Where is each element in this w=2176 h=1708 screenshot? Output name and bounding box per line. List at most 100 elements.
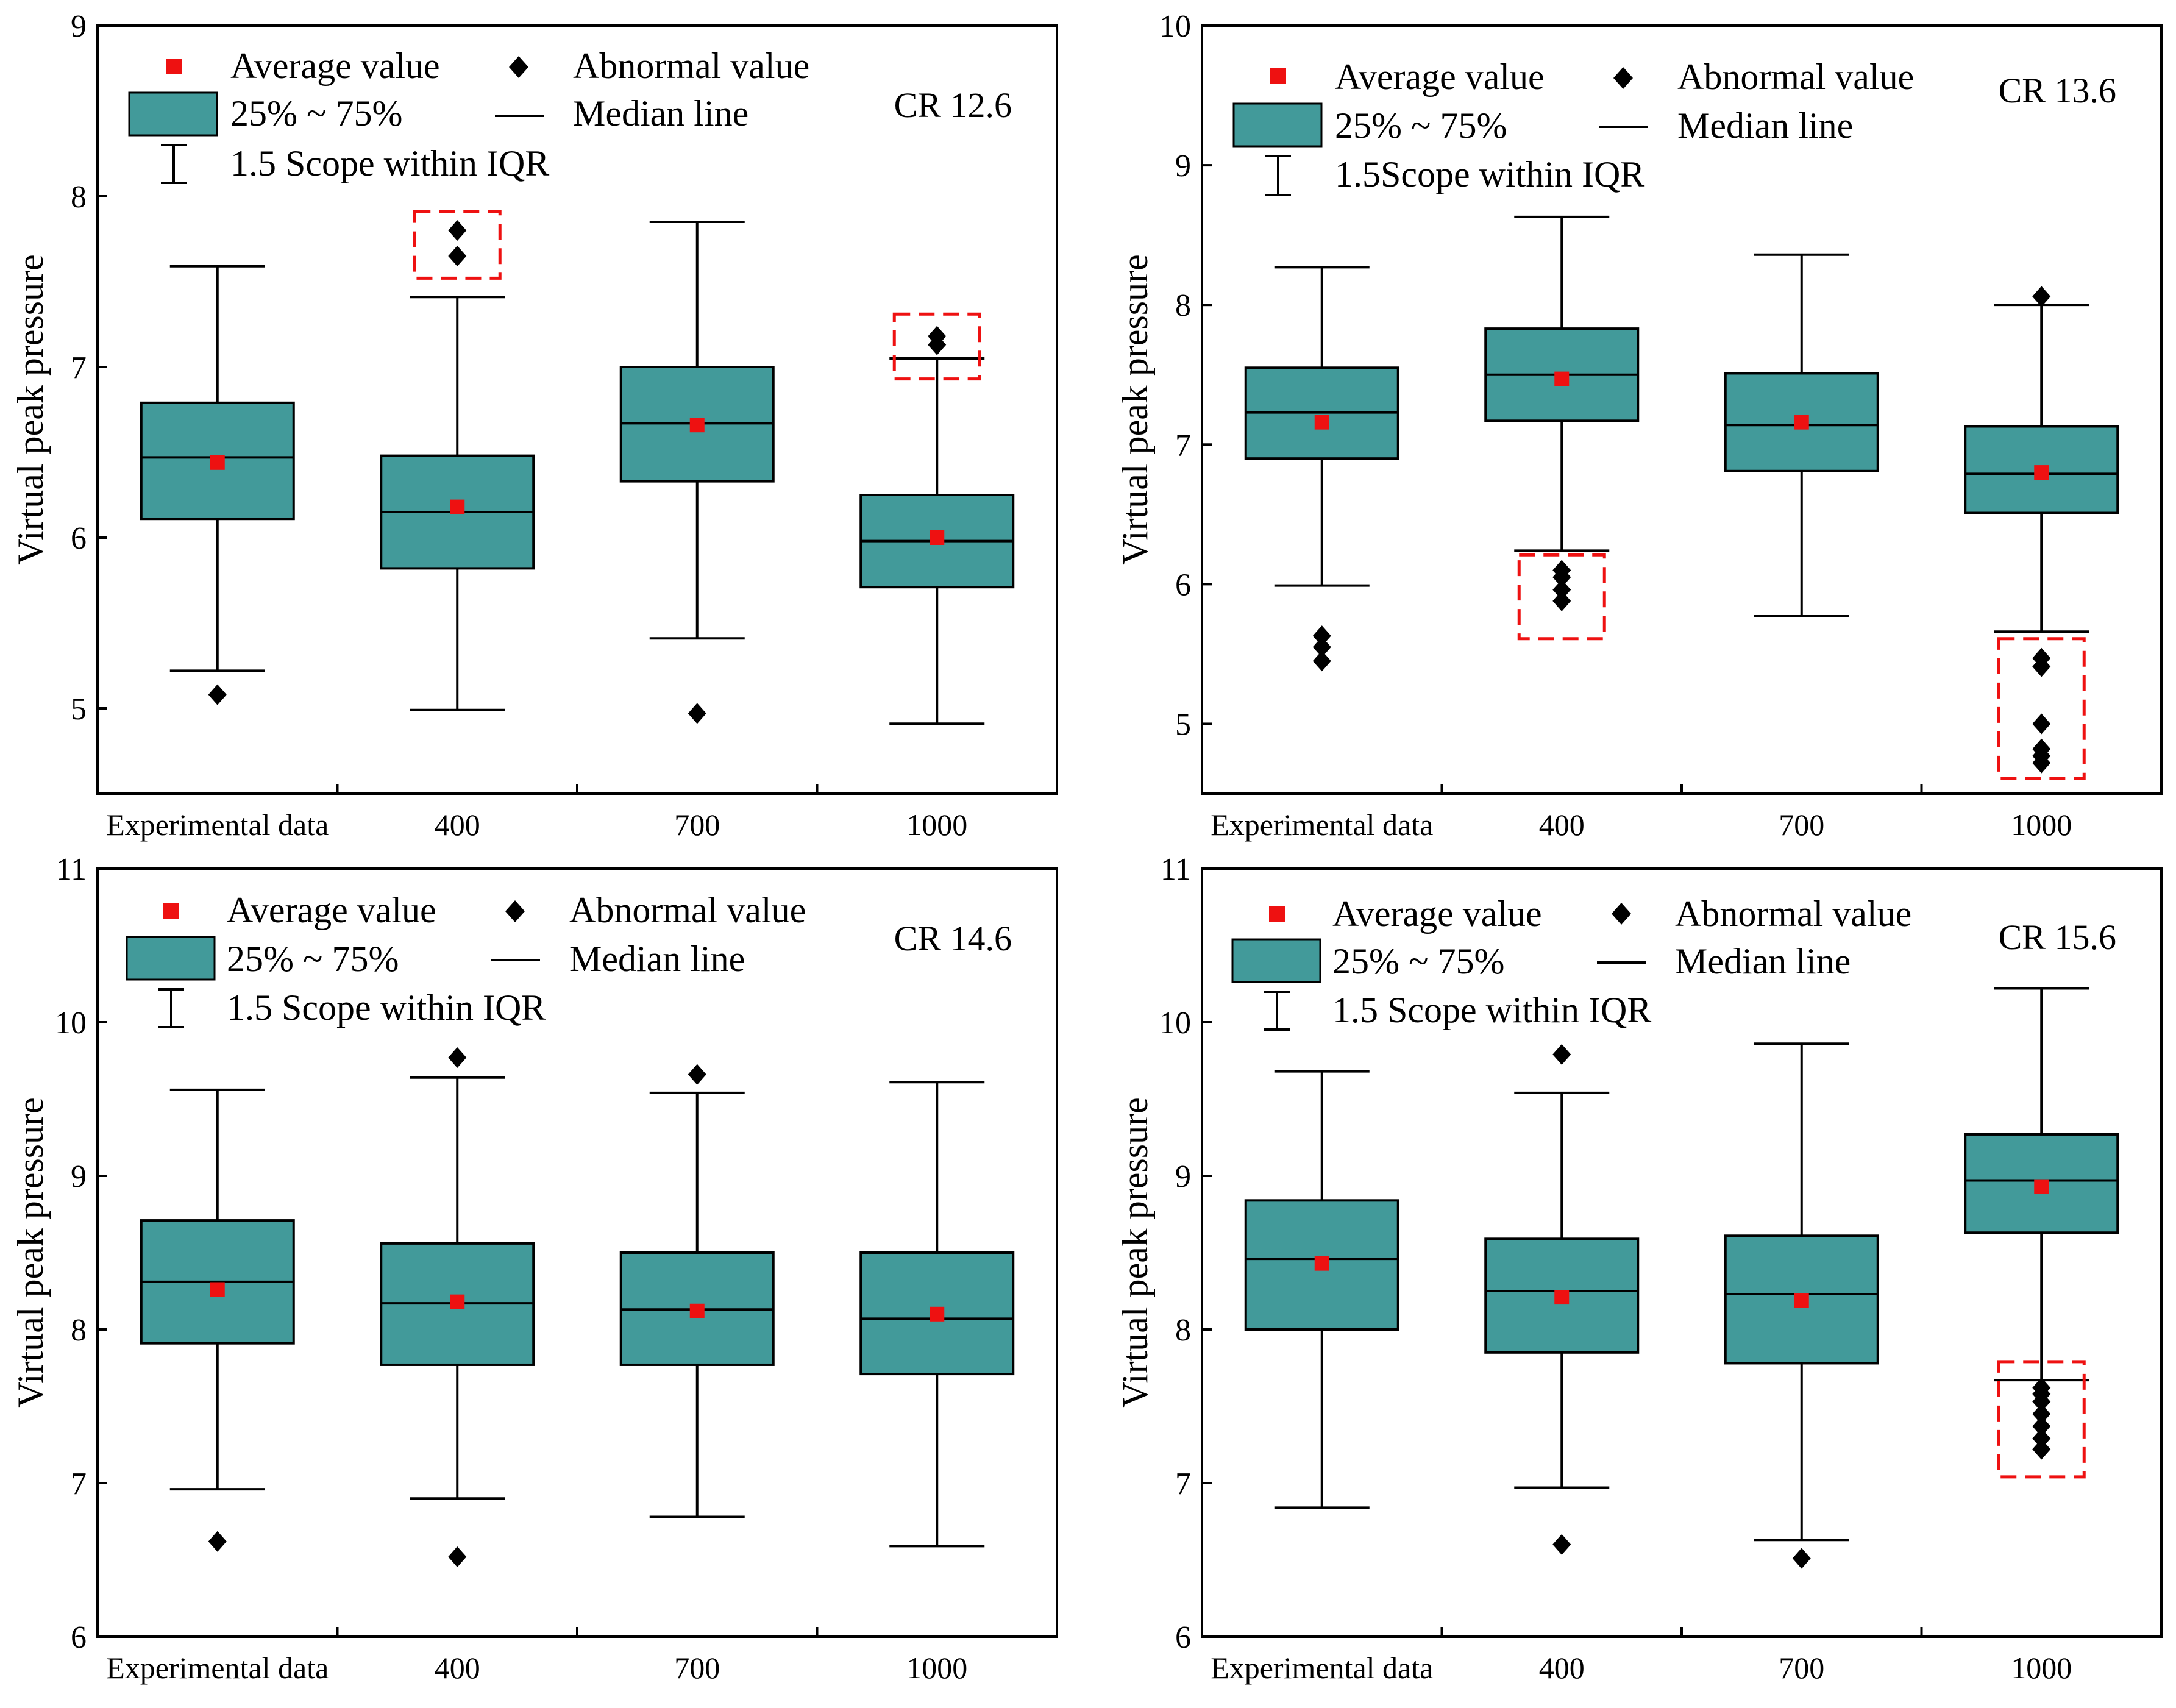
mean-marker — [1314, 415, 1329, 430]
y-tick-label: 10 — [1159, 1006, 1191, 1041]
box-400 — [1484, 215, 1640, 611]
legend-whisker-label: 1.5 Scope within IQR — [227, 987, 546, 1028]
x-tick-label: 400 — [435, 1651, 480, 1685]
legend-mean-marker — [163, 903, 179, 919]
mean-marker — [450, 499, 465, 514]
y-axis-label: Virtual peak pressure — [1115, 254, 1155, 565]
mean-marker — [930, 1306, 945, 1322]
y-tick-label: 7 — [1175, 1467, 1191, 1501]
mean-marker — [450, 1294, 465, 1309]
outlier-point — [2032, 1428, 2051, 1449]
panel-cr-14-6: Virtual peak pressure CR 14.6 Average va… — [10, 852, 1058, 1685]
legend-outlier-label: Abnormal value — [573, 46, 809, 86]
mean-marker — [2034, 1179, 2049, 1194]
outlier-point — [1312, 650, 1331, 672]
box-experimental-data — [1244, 1070, 1399, 1509]
box-1000 — [1964, 286, 2119, 774]
legend-whisker-label: 1.5Scope within IQR — [1335, 154, 1644, 194]
outlier-highlight-box — [1997, 637, 2086, 780]
legend-whisker-symbol — [161, 144, 187, 184]
mean-marker — [1554, 1290, 1570, 1305]
legend-box-swatch — [1232, 102, 1323, 148]
legend: Average value Abnormal value 25% ~ 75% M… — [1231, 894, 1911, 1031]
outlier-highlight-box — [1517, 553, 1606, 641]
x-tick-label: 400 — [435, 808, 480, 842]
x-tick-label: Experimental data — [106, 1651, 329, 1685]
box-700 — [619, 1064, 775, 1518]
outlier-highlight-box — [1997, 1360, 2086, 1479]
box-700 — [1724, 1042, 1879, 1569]
y-tick-label: 9 — [1175, 149, 1191, 183]
y-tick-label: 6 — [1175, 1620, 1191, 1655]
x-tick-label: 1000 — [2011, 1651, 2072, 1685]
mean-marker — [2034, 465, 2049, 480]
y-tick-label: 11 — [1161, 852, 1191, 887]
legend-box-label: 25% ~ 75% — [1332, 941, 1504, 981]
legend-outlier-label: Abnormal value — [1675, 894, 1911, 934]
outlier-point — [2032, 738, 2051, 760]
x-tick-label: 1000 — [906, 808, 967, 842]
y-tick-label: 6 — [1175, 568, 1191, 602]
y-tick-label: 8 — [1175, 288, 1191, 323]
mean-marker — [1314, 1256, 1329, 1271]
y-tick-label: 8 — [71, 1313, 87, 1348]
box-400 — [1484, 1044, 1640, 1555]
box-400 — [380, 220, 535, 711]
y-tick-label: 6 — [71, 521, 87, 556]
legend-median-label: Median line — [569, 939, 745, 979]
legend-mean-marker — [166, 59, 182, 74]
mean-marker — [689, 1303, 705, 1318]
y-tick-label: 11 — [56, 852, 87, 887]
panel-title: CR 13.6 — [1999, 71, 2116, 110]
outlier-point — [2032, 1439, 2051, 1460]
y-tick-label: 7 — [71, 350, 87, 385]
axes: 6 7 8 9 10 11 Experimental data 400 700 1000 — [55, 852, 967, 1685]
legend-outlier-marker — [1612, 903, 1631, 925]
outlier-point — [2032, 713, 2051, 735]
outlier-highlight-box — [413, 210, 502, 280]
y-tick-label: 5 — [71, 692, 87, 727]
outlier-point — [688, 703, 706, 724]
y-tick-label: 9 — [1175, 1159, 1191, 1194]
legend-mean-label: Average value — [1332, 894, 1542, 934]
box-400 — [380, 1047, 535, 1567]
plot-area — [1244, 215, 2119, 780]
legend-outlier-marker — [509, 56, 528, 78]
mean-marker — [689, 418, 705, 433]
legend-median-label: Median line — [573, 93, 748, 133]
mean-marker — [1554, 371, 1570, 386]
y-axis-label: Virtual peak pressure — [10, 1097, 51, 1408]
x-tick-label: 1000 — [906, 1651, 967, 1685]
plot-area — [1244, 987, 2119, 1569]
legend-box-swatch — [126, 936, 216, 981]
legend-mean-label: Average value — [1335, 57, 1545, 97]
panel-cr-13-6: Virtual peak pressure CR 13.6 Average va… — [1115, 9, 2163, 842]
mean-marker — [1794, 1293, 1809, 1308]
box-experimental-data — [1244, 266, 1399, 672]
axes: 5 6 7 8 9 10 Experimental data 400 700 1000 — [1159, 9, 2072, 842]
outlier-point — [448, 220, 467, 241]
legend-outlier-label: Abnormal value — [569, 890, 806, 930]
axes: 6 7 8 9 10 11 Experimental data 400 700 1000 — [1159, 852, 2072, 1685]
x-tick-label: 1000 — [2011, 808, 2072, 842]
y-tick-label: 10 — [1159, 9, 1191, 44]
outlier-point — [2032, 647, 2051, 669]
outlier-point — [1312, 625, 1331, 647]
outlier-point — [1552, 560, 1571, 581]
box-experimental-data — [140, 1088, 295, 1552]
legend: Average value Abnormal value 25% ~ 75% M… — [128, 46, 809, 184]
mean-marker — [210, 455, 225, 470]
y-tick-label: 9 — [71, 1159, 87, 1194]
outlier-point — [1552, 1044, 1571, 1065]
outlier-point — [208, 684, 227, 705]
y-tick-label: 7 — [1175, 428, 1191, 463]
x-tick-label: 700 — [674, 808, 720, 842]
panel-title: CR 12.6 — [894, 85, 1012, 125]
y-tick-label: 6 — [71, 1620, 87, 1655]
outlier-point — [448, 1546, 467, 1567]
outlier-point — [2032, 286, 2051, 307]
plot-area — [140, 210, 1015, 725]
outlier-point — [448, 246, 467, 266]
outlier-point — [1552, 1534, 1571, 1555]
